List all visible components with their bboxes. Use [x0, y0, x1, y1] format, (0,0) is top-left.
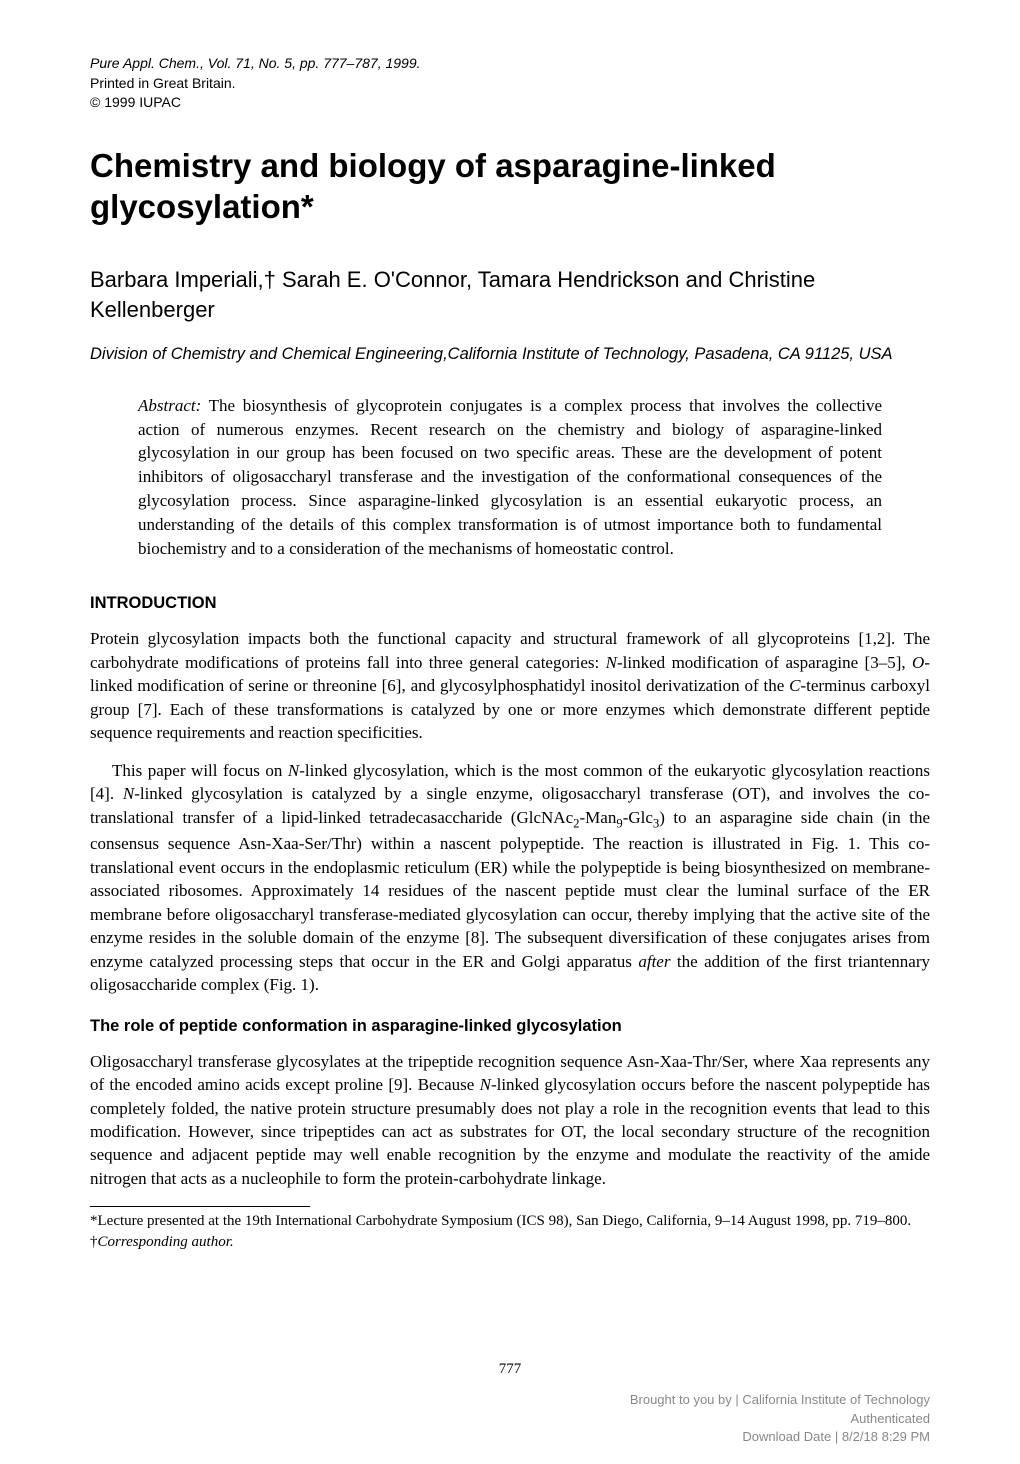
subsection-heading-conformation: The role of peptide conformation in aspa…	[90, 1017, 930, 1036]
paper-title: Chemistry and biology of asparagine-link…	[90, 145, 930, 228]
abstract-text: The biosynthesis of glycoprotein conjuga…	[138, 396, 882, 558]
journal-header: Pure Appl. Chem., Vol. 71, No. 5, pp. 77…	[90, 54, 930, 113]
page-number: 777	[499, 1361, 522, 1378]
subsection-paragraph-1: Oligosaccharyl transferase glycosylates …	[90, 1050, 930, 1191]
watermark-line-2: Authenticated	[630, 1410, 930, 1428]
author-affiliation: Division of Chemistry and Chemical Engin…	[90, 343, 930, 366]
journal-citation: Pure Appl. Chem., Vol. 71, No. 5, pp. 77…	[90, 54, 930, 74]
journal-print-location: Printed in Great Britain.	[90, 74, 930, 94]
introduction-paragraph-2: This paper will focus on N-linked glycos…	[90, 759, 930, 997]
footnote-separator	[90, 1206, 310, 1207]
download-watermark: Brought to you by | California Institute…	[630, 1391, 930, 1446]
watermark-line-1: Brought to you by | California Institute…	[630, 1391, 930, 1409]
watermark-line-3: Download Date | 8/2/18 8:29 PM	[630, 1428, 930, 1446]
journal-copyright: © 1999 IUPAC	[90, 93, 930, 113]
introduction-paragraph-1: Protein glycosylation impacts both the f…	[90, 627, 930, 744]
abstract-block: Abstract: The biosynthesis of glycoprote…	[138, 394, 882, 561]
footnote-corresponding-author: †Corresponding author.	[90, 1232, 930, 1252]
abstract-label: Abstract:	[138, 396, 201, 415]
section-heading-introduction: INTRODUCTION	[90, 594, 930, 613]
footnote-lecture: *Lecture presented at the 19th Internati…	[90, 1211, 930, 1231]
author-list: Barbara Imperiali,† Sarah E. O'Connor, T…	[90, 265, 930, 324]
